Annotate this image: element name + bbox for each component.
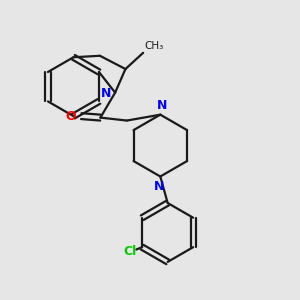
- Text: N: N: [101, 87, 112, 100]
- Text: CH₃: CH₃: [145, 41, 164, 51]
- Text: Cl: Cl: [124, 245, 137, 258]
- Text: N: N: [154, 180, 164, 193]
- Text: N: N: [157, 99, 167, 112]
- Text: O: O: [65, 110, 76, 123]
